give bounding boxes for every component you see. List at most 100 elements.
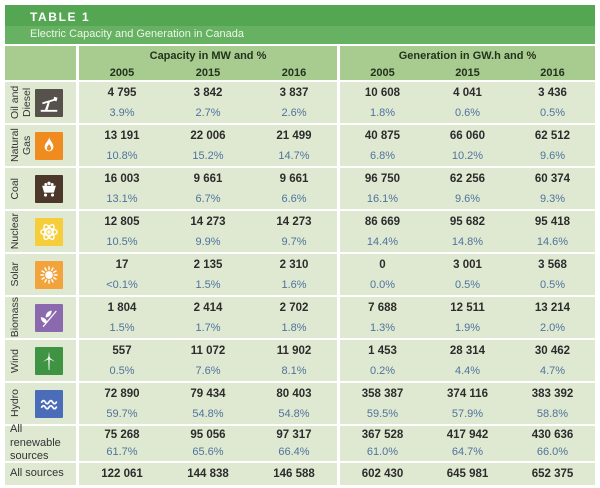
capacity-percent: <0.1% [106, 279, 138, 291]
generation-value: 367 528 [361, 429, 404, 441]
generation-percent: 0.5% [539, 107, 566, 119]
capacity-value: 75 268 [104, 429, 140, 441]
gas-flame-icon [35, 131, 63, 160]
generation-cells: 96 750 16.1% 62 256 9.6% 60 374 9.3% [340, 168, 595, 209]
row-label: Biomass [9, 297, 21, 338]
row-label: Solar [9, 262, 21, 287]
capacity-value: 1 804 [107, 302, 137, 314]
capacity-percent: 66.4% [278, 446, 310, 458]
capacity-percent: 0.5% [109, 365, 135, 377]
generation-value: 430 636 [531, 429, 574, 441]
year-header: 2016 [540, 66, 565, 79]
row-label: Coal [9, 177, 21, 200]
generation-percent: 58.8% [536, 408, 569, 420]
row-label: Oil and Diesel [9, 85, 34, 120]
generation-value: 96 750 [364, 173, 401, 185]
generation-percent: 6.8% [369, 150, 396, 162]
generation-value: 1 453 [368, 345, 397, 357]
capacity-value: 2 135 [193, 259, 223, 271]
capacity-percent: 1.5% [195, 279, 221, 291]
year-header: 2005 [109, 66, 135, 79]
capacity-cells: 122 061 144 838 146 588 [79, 463, 337, 485]
generation-percent: 1.3% [369, 322, 396, 334]
water-waves-icon [35, 389, 63, 418]
generation-percent: 0.2% [369, 365, 396, 377]
capacity-percent: 2.6% [281, 107, 307, 119]
generation-percent: 16.1% [366, 193, 399, 205]
generation-cells: 1 453 0.2% 28 314 4.4% 30 462 4.7% [340, 340, 595, 381]
capacity-percent: 54.8% [278, 408, 310, 420]
row-label: Nuclear [9, 213, 21, 250]
wind-turbine-icon [35, 346, 63, 375]
capacity-percent: 59.7% [106, 408, 138, 420]
sun-icon [35, 260, 63, 289]
capacity-cells: 17 <0.1% 2 135 1.5% 2 310 1.6% [79, 254, 337, 295]
capacity-percent: 10.5% [106, 236, 138, 248]
generation-cells: 367 528 61.0% 417 942 64.7% 430 636 66.0% [340, 426, 595, 461]
row-label: Wind [9, 348, 21, 373]
capacity-percent: 9.7% [281, 236, 307, 248]
table-row-all-renewable: All renewable sources 75 268 61.7% 95 056… [5, 422, 595, 463]
capacity-value: 97 317 [276, 429, 312, 441]
generation-cells: 7 688 1.3% 12 511 1.9% 13 214 2.0% [340, 297, 595, 338]
capacity-percent: 3.9% [109, 107, 135, 119]
capacity-value: 2 310 [279, 259, 309, 271]
table-row-solar: Solar 17 <0.1% 2 135 1.5% 2 310 [5, 254, 595, 295]
table-row-natural-gas: Natural Gas 13 191 10.8% 22 006 15.2% 21 4… [5, 125, 595, 166]
generation-percent: 1.8% [369, 107, 396, 119]
table-row-all-sources: All sources 122 061 144 838 146 588 602 … [5, 463, 595, 485]
generation-percent: 9.6% [454, 193, 481, 205]
capacity-percent: 54.8% [192, 408, 224, 420]
generation-cells: 0 0.0% 3 001 0.5% 3 568 0.5% [340, 254, 595, 295]
capacity-cells: 75 268 61.7% 95 056 65.6% 97 317 66.4% [79, 426, 337, 461]
capacity-value: 12 805 [104, 216, 140, 228]
year-header: 2015 [195, 66, 221, 79]
capacity-cells: 16 003 13.1% 9 661 6.7% 9 661 6.6% [79, 168, 337, 209]
capacity-percent: 2.7% [195, 107, 221, 119]
generation-value: 28 314 [449, 345, 486, 357]
capacity-cells: 4 795 3.9% 3 842 2.7% 3 837 2.6% [79, 82, 337, 123]
generation-value: 95 418 [534, 216, 571, 228]
table-row-coal: Coal 16 003 13.1% 9 661 6.7% 9 661 6.6% 96 … [5, 168, 595, 209]
generation-percent: 4.7% [539, 365, 566, 377]
generation-percent: 0.6% [454, 107, 481, 119]
generation-percent: 10.2% [451, 150, 484, 162]
capacity-percent: 15.2% [192, 150, 224, 162]
capacity-value: 95 056 [190, 429, 226, 441]
table-subtitle: Electric Capacity and Generation in Cana… [30, 28, 245, 40]
generation-value: 40 875 [364, 130, 401, 142]
capacity-cells: 557 0.5% 11 072 7.6% 11 902 8.1% [79, 340, 337, 381]
generation-percent: 9.3% [539, 193, 566, 205]
capacity-value: 22 006 [190, 130, 226, 142]
capacity-year-headers: 2005 2015 2016 [79, 67, 337, 79]
capacity-group-label: Capacity in MW and % [149, 49, 267, 62]
generation-cells: 40 875 6.8% 66 060 10.2% 62 512 9.6% [340, 125, 595, 166]
capacity-percent: 6.7% [195, 193, 221, 205]
generation-group-label: Generation in GW.h and % [398, 49, 537, 62]
generation-percent: 64.7% [451, 446, 484, 458]
generation-value: 645 981 [446, 468, 489, 480]
generation-percent: 0.0% [369, 279, 396, 291]
row-label: All sources [10, 467, 64, 480]
capacity-percent: 1.7% [195, 322, 221, 334]
generation-percent: 9.6% [539, 150, 566, 162]
generation-value: 95 682 [449, 216, 486, 228]
capacity-percent: 10.8% [106, 150, 138, 162]
row-label: All renewable sources [10, 422, 61, 463]
table-subtitle-bar: Electric Capacity and Generation in Cana… [5, 26, 595, 44]
generation-value: 3 001 [453, 259, 482, 271]
capacity-value: 11 902 [276, 345, 312, 357]
generation-year-headers: 2005 2015 2016 [340, 67, 595, 79]
year-header: 2015 [455, 66, 480, 79]
generation-value: 62 512 [534, 130, 571, 142]
generation-cells: 358 387 59.5% 374 116 57.9% 383 392 58.8% [340, 383, 595, 424]
capacity-value: 4 795 [107, 87, 137, 99]
electric-capacity-table: TABLE 1 Electric Capacity and Generation… [5, 5, 595, 487]
generation-value: 30 462 [534, 345, 571, 357]
capacity-value: 17 [115, 259, 129, 271]
generation-value: 3 436 [538, 87, 567, 99]
year-header: 2005 [370, 66, 395, 79]
generation-cells: 10 608 1.8% 4 041 0.6% 3 436 0.5% [340, 82, 595, 123]
capacity-percent: 6.6% [281, 193, 307, 205]
generation-value: 66 060 [449, 130, 486, 142]
